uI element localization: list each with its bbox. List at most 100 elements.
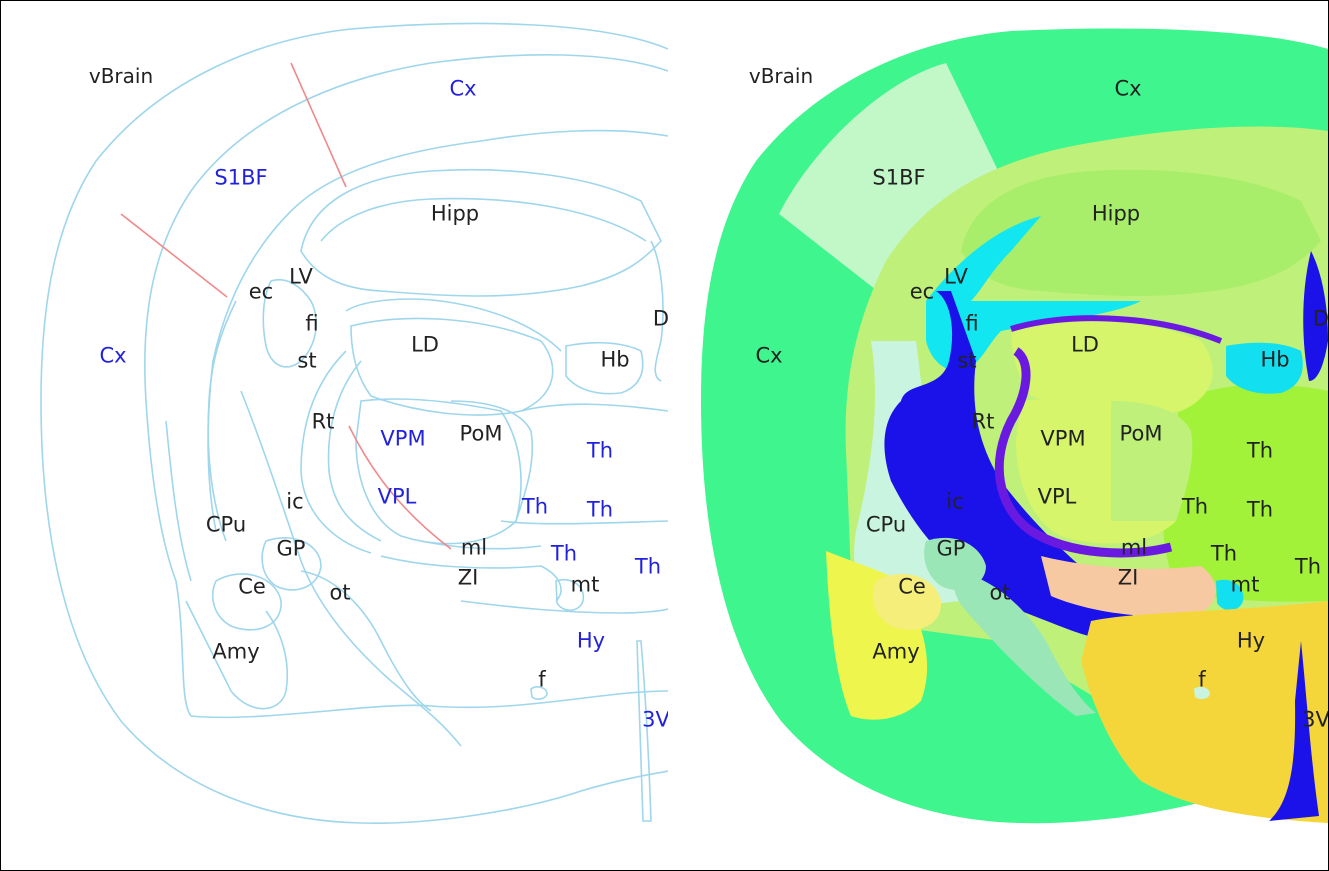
third-ventricle-outline xyxy=(636,640,652,822)
lateral-ventricle-outline xyxy=(262,279,317,368)
region-hypothalamus xyxy=(1081,601,1328,823)
label-hipp: Hipp xyxy=(1091,201,1141,226)
label-ce: Ce xyxy=(238,574,266,599)
label-th-5: Th xyxy=(1294,554,1322,579)
label-vpl: VPL xyxy=(377,484,417,509)
label-ot: ot xyxy=(989,580,1011,605)
label-th-1: Th xyxy=(586,438,614,463)
label-lv: LV xyxy=(289,264,313,289)
label-mt: mt xyxy=(1230,572,1260,597)
striatum-outline xyxy=(165,420,192,582)
zi-outline xyxy=(380,555,562,602)
brain-outer-outline xyxy=(40,22,668,824)
label-hy: Hy xyxy=(576,628,606,653)
region-d xyxy=(1303,251,1328,381)
label-hb: Hb xyxy=(1260,347,1290,372)
label-ld: LD xyxy=(411,332,439,357)
label-cx-left: Cx xyxy=(755,343,783,368)
label-zi: ZI xyxy=(457,565,479,590)
ce-outline xyxy=(212,573,282,631)
label-amy: Amy xyxy=(872,639,920,664)
gp-outline xyxy=(261,537,322,591)
outline-atlas-panel: vBrain Cx S1BF Hipp Cx ec LV fi st LD D … xyxy=(1,1,668,870)
ml-outline xyxy=(420,540,542,550)
s1bf-lower-boundary xyxy=(120,213,228,298)
region-thalamus xyxy=(1163,384,1328,602)
reticular-outline xyxy=(300,350,372,554)
label-th-4: Th xyxy=(1210,541,1238,566)
label-hipp: Hipp xyxy=(430,201,480,226)
label-amy: Amy xyxy=(212,639,260,664)
region-hippocampus xyxy=(961,169,1321,296)
region-zona-incerta xyxy=(1041,556,1216,617)
label-th-1: Th xyxy=(1246,438,1274,463)
label-s1bf: S1BF xyxy=(872,165,926,190)
label-d: D xyxy=(652,306,668,331)
hippocampus-outline xyxy=(300,169,662,297)
label-f: f xyxy=(538,667,546,692)
label-th-4: Th xyxy=(550,541,578,566)
label-gp: GP xyxy=(276,536,306,561)
vpm-vpl-boundary xyxy=(348,425,452,550)
region-medial-lemniscus xyxy=(994,347,1173,558)
region-habenula xyxy=(1226,342,1303,394)
label-th-2: Th xyxy=(1181,494,1209,519)
label-pom: PoM xyxy=(1119,421,1163,446)
label-vpm: VPM xyxy=(1040,426,1086,451)
panel-title: vBrain xyxy=(748,64,814,88)
amy-outline xyxy=(185,600,289,710)
label-th-2: Th xyxy=(521,494,549,519)
d-outline xyxy=(650,240,664,382)
label-th-3: Th xyxy=(586,497,614,522)
hypothalamus-outline xyxy=(460,600,668,614)
pom-outline xyxy=(450,400,534,522)
fornix-outline xyxy=(530,686,548,700)
internal-capsule-outline xyxy=(240,390,462,747)
external-capsule-outline xyxy=(207,300,237,542)
label-d: D xyxy=(1312,306,1328,331)
panel-title: vBrain xyxy=(88,64,154,88)
label-ec: ec xyxy=(248,279,274,304)
fimbria-outline xyxy=(345,298,562,352)
label-rt: Rt xyxy=(971,409,995,434)
label-cx-left: Cx xyxy=(99,343,127,368)
label-ml: ml xyxy=(460,535,488,560)
label-pom: PoM xyxy=(459,421,503,446)
label-vpm: VPM xyxy=(380,426,426,451)
label-st: st xyxy=(957,348,977,373)
region-pom xyxy=(1111,401,1193,521)
label-fi: fi xyxy=(965,311,979,336)
label-lv: LV xyxy=(944,264,968,289)
label-zi: ZI xyxy=(1117,565,1139,590)
label-cpu: CPu xyxy=(865,512,907,537)
region-third-ventricle xyxy=(1269,641,1319,821)
region-central-amygdala xyxy=(872,573,942,630)
label-3v: 3V xyxy=(1302,707,1328,732)
label-hb: Hb xyxy=(600,347,630,372)
thalamus-right-outline xyxy=(520,403,668,412)
label-fi: fi xyxy=(305,311,319,336)
label-3v: 3V xyxy=(642,707,668,732)
label-ml: ml xyxy=(1120,535,1148,560)
region-ld-border xyxy=(1010,315,1223,344)
label-gp: GP xyxy=(936,536,966,561)
label-vpl: VPL xyxy=(1037,484,1077,509)
label-ic: ic xyxy=(946,489,964,514)
label-ec: ec xyxy=(909,279,935,304)
region-mt xyxy=(1216,579,1244,611)
region-s1bf xyxy=(779,63,1006,297)
label-th-3: Th xyxy=(1246,497,1274,522)
hippocampus-inner xyxy=(320,197,647,242)
corpus-callosum-outline xyxy=(207,129,668,532)
label-st: st xyxy=(297,348,317,373)
outline-drawing xyxy=(40,22,668,824)
label-th-5: Th xyxy=(634,554,662,579)
label-ic: ic xyxy=(286,489,304,514)
ot-outline xyxy=(300,570,432,712)
region-ventricle-upper xyxy=(926,216,1141,372)
label-cx-top: Cx xyxy=(1114,76,1142,101)
thalamus-lower-outline xyxy=(500,520,668,525)
label-mt: mt xyxy=(570,572,600,597)
mt-outline xyxy=(555,579,585,612)
